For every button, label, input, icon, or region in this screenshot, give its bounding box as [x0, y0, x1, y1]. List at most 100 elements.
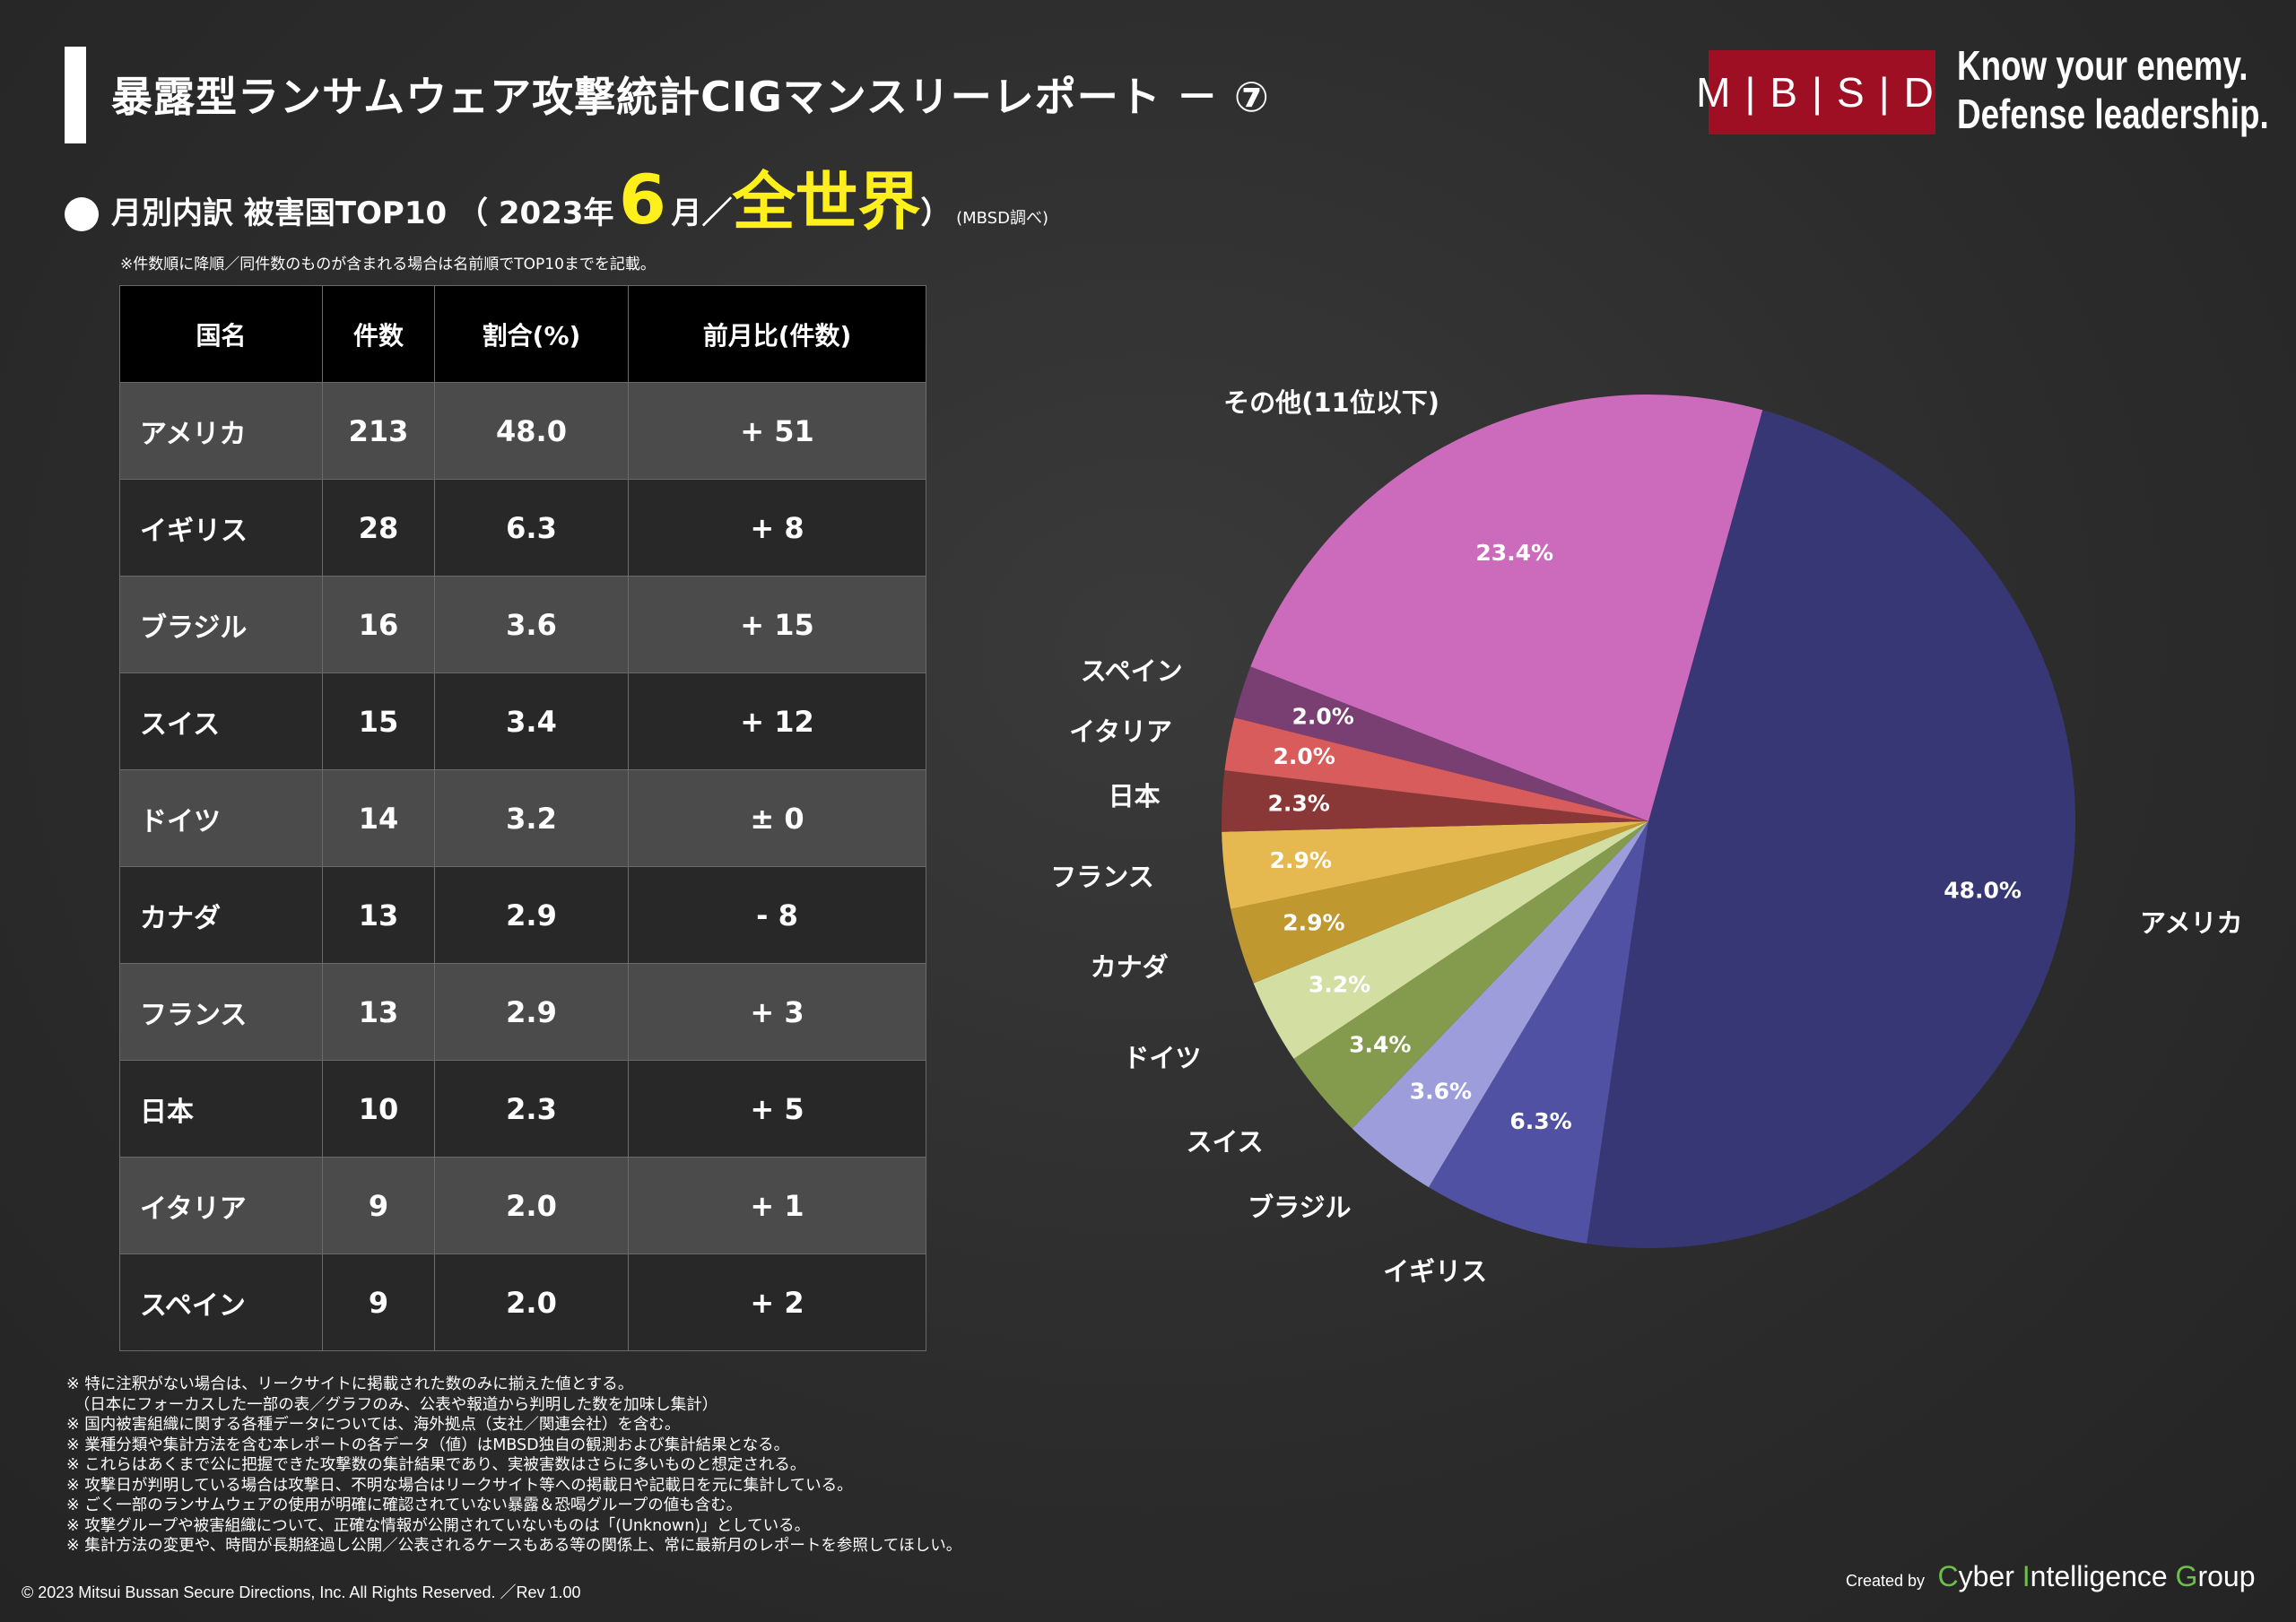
table-header-row: 国名 件数 割合(%) 前月比(件数): [119, 285, 926, 383]
cell-country: イタリア: [119, 1157, 323, 1254]
pie-category-label: カナダ: [1091, 951, 1169, 982]
pie-value-label: 2.9%: [1283, 910, 1344, 936]
footnote-line: ※ 特に注釈がない場合は、リークサイトに掲載された数のみに揃えた値とする。: [66, 1375, 634, 1393]
cell-country: イギリス: [119, 479, 323, 577]
page-title: 暴露型ランサムウェア攻撃統計CIGマンスリーレポート － ⑦: [111, 73, 1270, 121]
cell-ratio: 2.9: [434, 866, 629, 964]
cell-mom: + 2: [628, 1253, 926, 1351]
footnote-line: ※ 国内被害組織に関する各種データについては、海外拠点（支社／関連会社）を含む。: [66, 1416, 681, 1434]
footnote-line: ※ 業種分類や集計方法を含む本レポートの各データ（値）はMBSD独自の観測および…: [66, 1436, 790, 1454]
section-label: 月別内訳 被害国TOP10 （ 2023年: [111, 195, 614, 231]
cell-ratio: 2.0: [434, 1157, 629, 1254]
pie-category-label: イタリア: [1069, 716, 1172, 747]
cig-name: Cyber Intelligence Group: [1937, 1560, 2256, 1592]
pie-value-label: 2.0%: [1273, 743, 1335, 769]
pie-chart: 48.0% アメリカ 6.3% イギリス 3.6% ブラジル 3.4% スイス 3.2% ドイツ 2…: [1050, 387, 2243, 1287]
table-row: イタリア 9 2.0 + 1: [119, 1157, 926, 1254]
footnote-line: ※ 攻撃グループや被害組織について、正確な情報が公開されていないものは「(Unk…: [66, 1516, 811, 1535]
cell-ratio: 2.9: [434, 963, 629, 1061]
cell-country: ドイツ: [119, 769, 323, 867]
mbsd-logo: M|B|S|D: [1696, 50, 1935, 134]
header-ratio: 割合(%): [434, 285, 629, 383]
cell-ratio: 2.3: [434, 1060, 629, 1158]
footnote-line: （日本にフォーカスした一部の表／グラフのみ、公表や報道から判明した数を加味し集計…: [66, 1395, 718, 1414]
header-country: 国名: [119, 285, 323, 383]
pie-slice: [1253, 821, 1648, 1059]
section-month-suffix: 月／: [671, 195, 733, 231]
cell-mom: - 8: [628, 866, 926, 964]
section-close: ）: [920, 195, 952, 231]
pie-value-label: 2.9%: [1270, 847, 1332, 873]
slogan-line-2: Defense leadership.: [1957, 91, 2269, 137]
pie-value-label: 3.2%: [1309, 972, 1370, 998]
pie-slice: [1587, 410, 2076, 1248]
cell-ratio: 3.4: [434, 672, 629, 770]
cell-mom: + 3: [628, 963, 926, 1061]
pie-value-label: 3.6%: [1410, 1078, 1472, 1104]
table-row: アメリカ 213 48.0 + 51: [119, 382, 926, 480]
table-row: ブラジル 16 3.6 + 15: [119, 576, 926, 673]
pie-slice: [1224, 717, 1648, 821]
bullet-icon: [65, 197, 99, 231]
pie-category-label: イギリス: [1383, 1256, 1487, 1287]
footnote-line: ※ ごく一部のランサムウェアの使用が明確に確認されていない暴露＆恐喝グループの値…: [66, 1496, 743, 1514]
cell-count: 10: [322, 1060, 435, 1158]
cell-count: 9: [322, 1157, 435, 1254]
table-row: スイス 15 3.4 + 12: [119, 672, 926, 770]
pie-slice: [1250, 395, 1763, 821]
cell-country: ブラジル: [119, 576, 323, 673]
table-row: フランス 13 2.9 + 3: [119, 963, 926, 1061]
header-mom: 前月比(件数): [628, 285, 926, 383]
created-by: Created by: [1846, 1572, 1926, 1590]
cell-count: 14: [322, 769, 435, 867]
pie-value-label: 6.3%: [1509, 1108, 1571, 1134]
footnote-line: ※ これらはあくまで公に把握できた攻撃数の集計結果であり、実被害数はさらに多いも…: [66, 1456, 806, 1474]
slogan: Know your enemy. Defense leadership.: [1957, 41, 2269, 138]
footnote-line: ※ 集計方法の変更や、時間が長期経過し公開／公表されるケースもある等の関係上、常…: [66, 1537, 962, 1555]
pie-category-label: その他(11位以下): [1223, 387, 1439, 418]
cell-country: アメリカ: [119, 382, 323, 480]
table-row: 日本 10 2.3 + 5: [119, 1060, 926, 1158]
pie-slice: [1428, 821, 1648, 1245]
table-note: ※件数順に降順／同件数のものが含まれる場合は名前順でTOP10までを記載。: [120, 256, 656, 273]
pie-value-label: 23.4%: [1475, 540, 1553, 566]
cell-country: フランス: [119, 963, 323, 1061]
cell-ratio: 2.0: [434, 1253, 629, 1351]
cell-count: 213: [322, 382, 435, 480]
cell-count: 13: [322, 866, 435, 964]
cell-count: 16: [322, 576, 435, 673]
pie-slice: [1222, 821, 1648, 909]
cell-mom: ± 0: [628, 769, 926, 867]
cell-ratio: 48.0: [434, 382, 629, 480]
pie-category-label: アメリカ: [2140, 907, 2243, 938]
pie-slice: [1293, 821, 1648, 1129]
cell-country: スペイン: [119, 1253, 323, 1351]
pie-value-label: 3.4%: [1349, 1032, 1411, 1058]
cell-count: 13: [322, 963, 435, 1061]
pie-slice: [1352, 821, 1648, 1188]
pie-category-label: スイス: [1186, 1127, 1263, 1158]
cell-mom: + 5: [628, 1060, 926, 1158]
table-row: スペイン 9 2.0 + 2: [119, 1253, 926, 1351]
pie-slice: [1222, 770, 1648, 832]
cell-mom: + 12: [628, 672, 926, 770]
table-row: イギリス 28 6.3 + 8: [119, 479, 926, 577]
pie-slice: [1231, 821, 1648, 984]
cell-ratio: 3.6: [434, 576, 629, 673]
copyright: © 2023 Mitsui Bussan Secure Directions, …: [22, 1583, 581, 1601]
cell-count: 9: [322, 1253, 435, 1351]
credit: Created by Cyber Intelligence Group: [1846, 1560, 2255, 1593]
section-scope: 全世界: [732, 165, 921, 239]
pie-category-label: 日本: [1109, 781, 1161, 811]
pie-value-label: 2.0%: [1292, 703, 1353, 729]
cell-mom: + 51: [628, 382, 926, 480]
cell-mom: + 1: [628, 1157, 926, 1254]
cell-country: 日本: [119, 1060, 323, 1158]
title-accent-bar: [65, 47, 86, 143]
cell-mom: + 8: [628, 479, 926, 577]
pie-category-label: フランス: [1050, 862, 1153, 892]
cell-count: 15: [322, 672, 435, 770]
header-count: 件数: [322, 285, 435, 383]
pie-slice: [1234, 666, 1648, 821]
cell-ratio: 6.3: [434, 479, 629, 577]
